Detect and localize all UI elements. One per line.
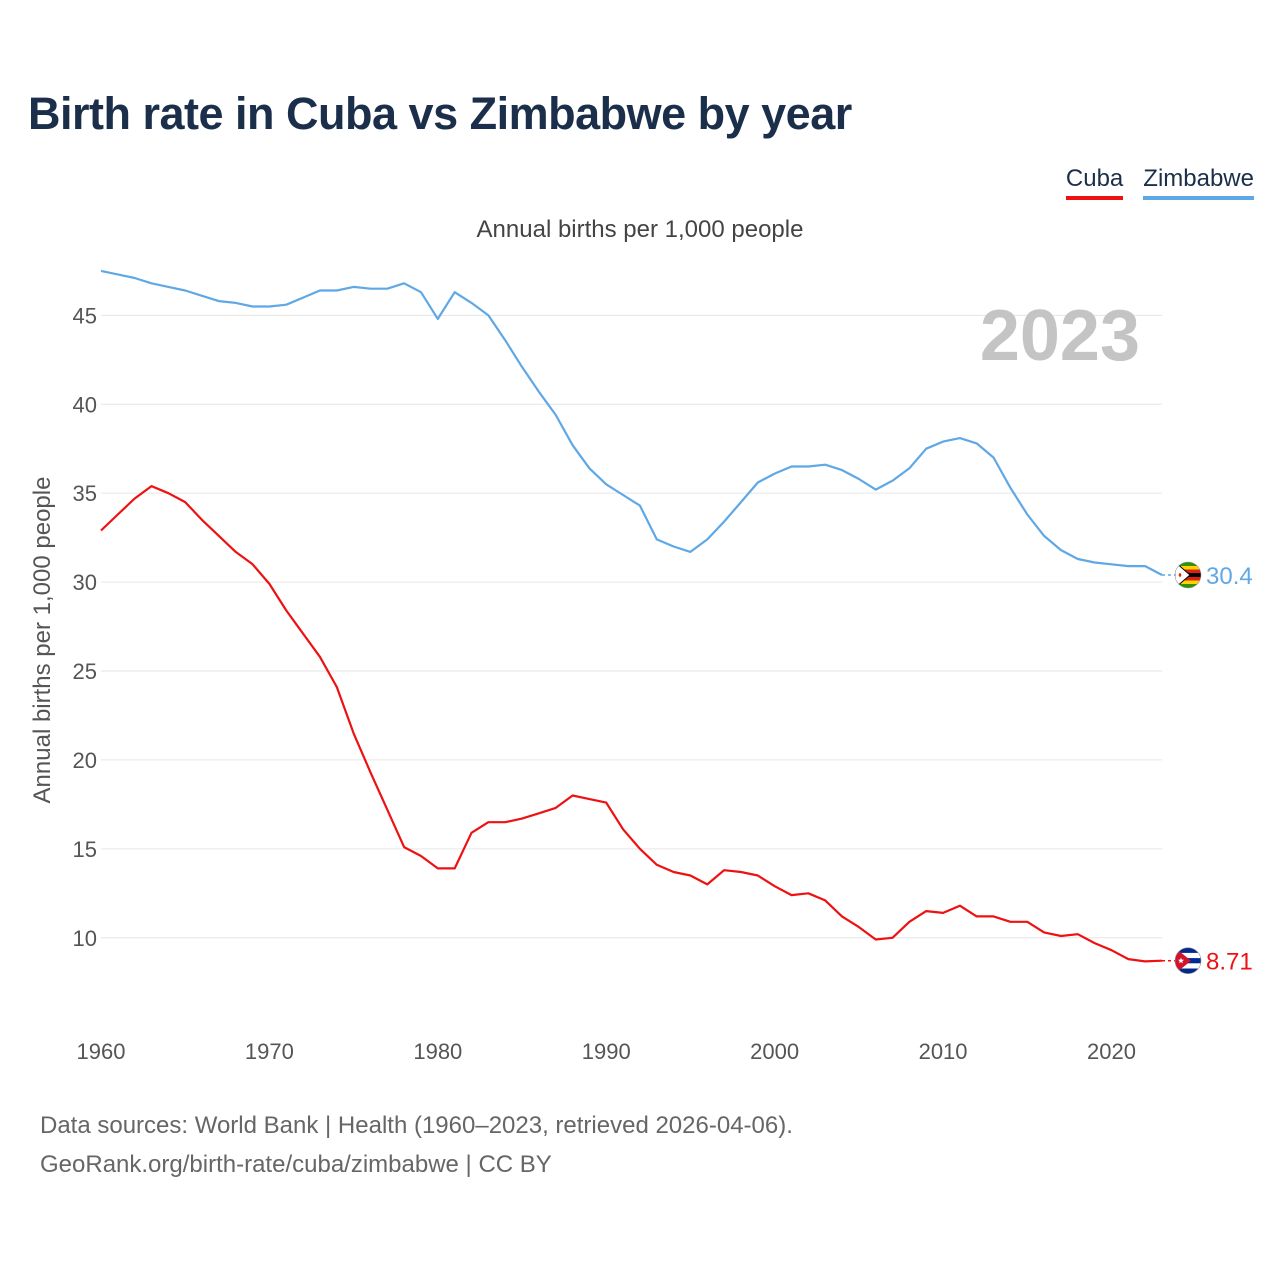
legend-item-zimbabwe[interactable]: Zimbabwe [1143,164,1254,200]
series-group [100,269,1175,963]
x-tick-label: 1970 [245,1039,294,1064]
source-line-2[interactable]: GeoRank.org/birth-rate/cuba/zimbabwe | C… [40,1151,552,1178]
x-tick-label: 2020 [1087,1039,1136,1064]
end-label-zimbabwe: 30.4 [1206,563,1253,590]
x-tick-label: 1980 [413,1039,462,1064]
x-tick-label: 2000 [750,1039,799,1064]
y-axis-label: Annual births per 1,000 people [29,477,56,804]
data-sources: Data sources: World Bank | Health (1960–… [40,1106,793,1184]
y-tick-label: 30 [73,570,97,595]
legend-item-cuba[interactable]: Cuba [1065,164,1124,200]
y-axis-ticks: 10 15 20 25 30 35 40 45 [73,303,97,950]
legend: Cuba Zimbabwe [1065,164,1254,200]
cuba-flag-icon [1174,947,1202,975]
y-tick-label: 45 [73,303,97,328]
x-axis-ticks: 1960 1970 1980 1990 2000 2010 2020 [77,1039,1136,1064]
source-line-1: Data sources: World Bank | Health (1960–… [40,1112,793,1139]
y-tick-label: 20 [73,748,97,773]
chart-title: Birth rate in Cuba vs Zimbabwe by year [28,88,852,139]
series-line-cuba[interactable] [100,485,1163,963]
zimbabwe-flag-icon [1174,561,1202,589]
y-tick-label: 40 [73,392,97,417]
x-tick-label: 1990 [582,1039,631,1064]
y-tick-label: 15 [73,837,97,862]
grid-lines [101,314,1162,939]
y-tick-label: 35 [73,481,97,506]
chart-subtitle: Annual births per 1,000 people [476,216,804,243]
x-tick-label: 1960 [77,1039,126,1064]
end-label-cuba: 8.71 [1206,949,1253,976]
end-markers [1174,561,1202,975]
series-line-zimbabwe[interactable] [100,269,1163,576]
y-tick-label: 10 [73,926,97,951]
line-chart: 2023 10 15 20 25 30 35 40 45 1960 1970 1980 1990 20… [29,269,1253,1064]
year-watermark: 2023 [980,296,1140,376]
y-tick-label: 25 [73,659,97,684]
x-tick-label: 2010 [919,1039,968,1064]
